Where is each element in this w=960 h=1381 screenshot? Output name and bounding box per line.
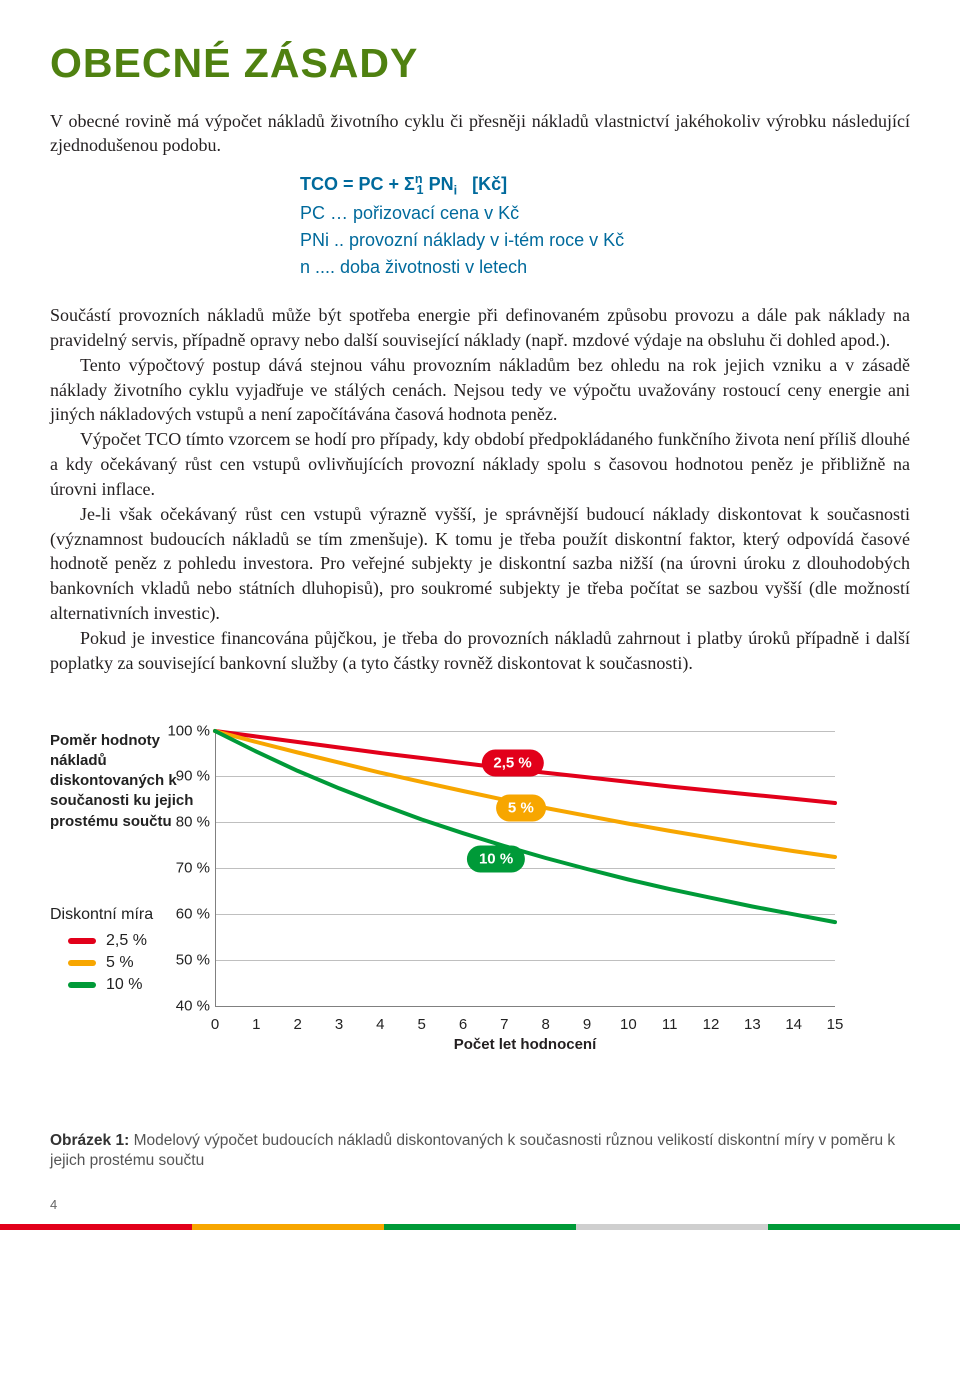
formula-block: TCO = PC + Σn1 PNi [Kč] PC … pořizovací … xyxy=(300,170,910,281)
x-axis-title: Počet let hodnocení xyxy=(215,1036,835,1053)
body-paragraph: Součástí provozních nákladů může být spo… xyxy=(50,303,910,353)
legend-item: 10 % xyxy=(68,976,153,994)
footer-stripe-segment xyxy=(768,1224,960,1230)
x-tick-label: 7 xyxy=(500,1016,508,1033)
body-text: Součástí provozních nákladů může být spo… xyxy=(50,303,910,675)
legend-swatch xyxy=(68,982,96,988)
x-tick-label: 2 xyxy=(293,1016,301,1033)
body-paragraph: Je-li však očekávaný růst cen vstupů výr… xyxy=(50,502,910,626)
formula-def-pc: PC … pořizovací cena v Kč xyxy=(300,200,910,227)
x-tick-label: 3 xyxy=(335,1016,343,1033)
legend-title: Diskontní míra xyxy=(50,906,153,924)
legend-label: 2,5 % xyxy=(106,932,147,950)
y-tick-label: 80 % xyxy=(160,814,210,831)
y-tick-label: 70 % xyxy=(160,860,210,877)
series-label-pill: 5 % xyxy=(496,795,546,822)
footer-stripe-segment xyxy=(384,1224,576,1230)
footer-stripe-segment xyxy=(192,1224,384,1230)
intro-paragraph: V obecné rovině má výpočet nákladů život… xyxy=(50,109,910,158)
y-tick-label: 90 % xyxy=(160,768,210,785)
x-tick-label: 5 xyxy=(417,1016,425,1033)
body-paragraph: Pokud je investice financována půjčkou, … xyxy=(50,626,910,676)
x-tick-label: 4 xyxy=(376,1016,384,1033)
footer-stripe-segment xyxy=(576,1224,768,1230)
y-tick-label: 50 % xyxy=(160,951,210,968)
page-number: 4 xyxy=(50,1197,910,1212)
discount-chart: Poměr hodnoty nákladů diskontovaných k s… xyxy=(50,731,910,1061)
x-tick-label: 15 xyxy=(827,1016,844,1033)
x-tick-label: 6 xyxy=(459,1016,467,1033)
series-label-pill: 10 % xyxy=(467,845,525,872)
x-tick-label: 14 xyxy=(785,1016,802,1033)
y-tick-label: 60 % xyxy=(160,905,210,922)
footer-stripe-segment xyxy=(0,1224,192,1230)
chart-legend: Diskontní míra 2,5 % 5 % 10 % xyxy=(50,906,153,998)
legend-label: 10 % xyxy=(106,976,142,994)
legend-swatch xyxy=(68,960,96,966)
formula-def-n: n .... doba životnosti v letech xyxy=(300,254,910,281)
x-tick-label: 12 xyxy=(703,1016,720,1033)
x-tick-label: 10 xyxy=(620,1016,637,1033)
x-tick-label: 13 xyxy=(744,1016,761,1033)
body-paragraph: Tento výpočtový postup dává stejnou váhu… xyxy=(50,353,910,427)
x-tick-label: 8 xyxy=(541,1016,549,1033)
body-paragraph: Výpočet TCO tímto vzorcem se hodí pro př… xyxy=(50,427,910,501)
footer-color-stripe xyxy=(0,1224,960,1230)
series-label-pill: 2,5 % xyxy=(481,749,543,776)
x-tick-label: 11 xyxy=(662,1016,678,1033)
x-tick-label: 9 xyxy=(583,1016,591,1033)
legend-swatch xyxy=(68,938,96,944)
x-axis-line xyxy=(215,1006,835,1007)
formula-equation: TCO = PC + Σn1 PNi [Kč] xyxy=(300,170,910,200)
page-heading: OBECNÉ ZÁSADY xyxy=(50,40,910,87)
legend-item: 5 % xyxy=(68,954,153,972)
y-tick-label: 100 % xyxy=(160,722,210,739)
y-tick-label: 40 % xyxy=(160,997,210,1014)
x-tick-label: 0 xyxy=(211,1016,219,1033)
formula-def-pni: PNi .. provozní náklady v i-tém roce v K… xyxy=(300,227,910,254)
x-tick-label: 1 xyxy=(252,1016,260,1033)
legend-item: 2,5 % xyxy=(68,932,153,950)
chart-plot-area: 100 %90 %80 %70 %60 %50 %40 %01234567891… xyxy=(215,731,895,1006)
figure-caption: Obrázek 1: Modelový výpočet budoucích ná… xyxy=(50,1131,910,1173)
caption-label: Obrázek 1: xyxy=(50,1132,129,1149)
caption-text: Modelový výpočet budoucích nákladů disko… xyxy=(50,1132,895,1170)
legend-label: 5 % xyxy=(106,954,134,972)
